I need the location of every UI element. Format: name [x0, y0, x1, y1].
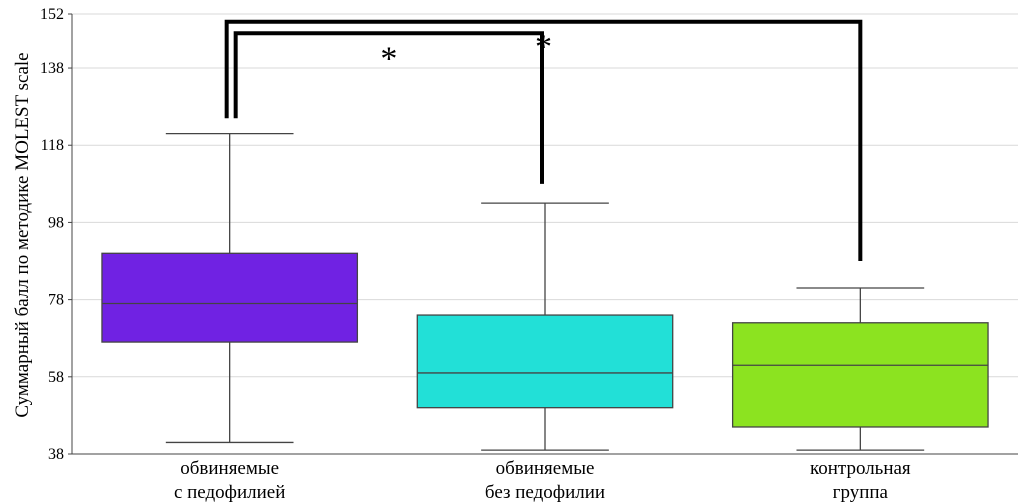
significance-star: * — [535, 29, 552, 66]
y-tick-label: 58 — [48, 369, 64, 386]
significance-bracket-1 — [224, 19, 863, 262]
box-series — [101, 132, 989, 451]
y-tick-label: 98 — [48, 214, 64, 231]
box-iqr — [101, 252, 359, 343]
significance-bracket-0 — [233, 31, 544, 184]
box-iqr — [731, 322, 989, 428]
x-tick-label-line1: контрольная — [810, 458, 911, 479]
y-axis: 38 58 78 98 118 138 152 — [40, 6, 1018, 463]
y-tick-label: 78 — [48, 292, 64, 309]
x-tick-label-line1: обвиняемые — [180, 458, 279, 479]
significance-brackets: * * — [224, 19, 863, 262]
y-tick-label: 152 — [40, 6, 64, 23]
y-axis-label: Суммарный балл по методике MOLEST scale — [12, 52, 33, 417]
x-tick-label-line1: обвиняемые — [496, 458, 595, 479]
significance-star: * — [380, 40, 397, 77]
box-iqr — [416, 314, 674, 409]
x-tick-label-line2: с педофилией — [174, 482, 285, 503]
y-tick-label: 38 — [48, 446, 64, 463]
category-labels: обвиняемые с педофилией обвиняемые без педо… — [174, 458, 911, 503]
y-tick-label: 138 — [40, 60, 64, 77]
x-tick-label-line2: группа — [833, 482, 889, 503]
box-1 — [416, 202, 674, 451]
y-tick-label: 118 — [41, 137, 64, 154]
box-2 — [731, 287, 989, 451]
x-tick-label-line2: без педофилии — [485, 482, 605, 503]
box-0 — [101, 132, 359, 444]
